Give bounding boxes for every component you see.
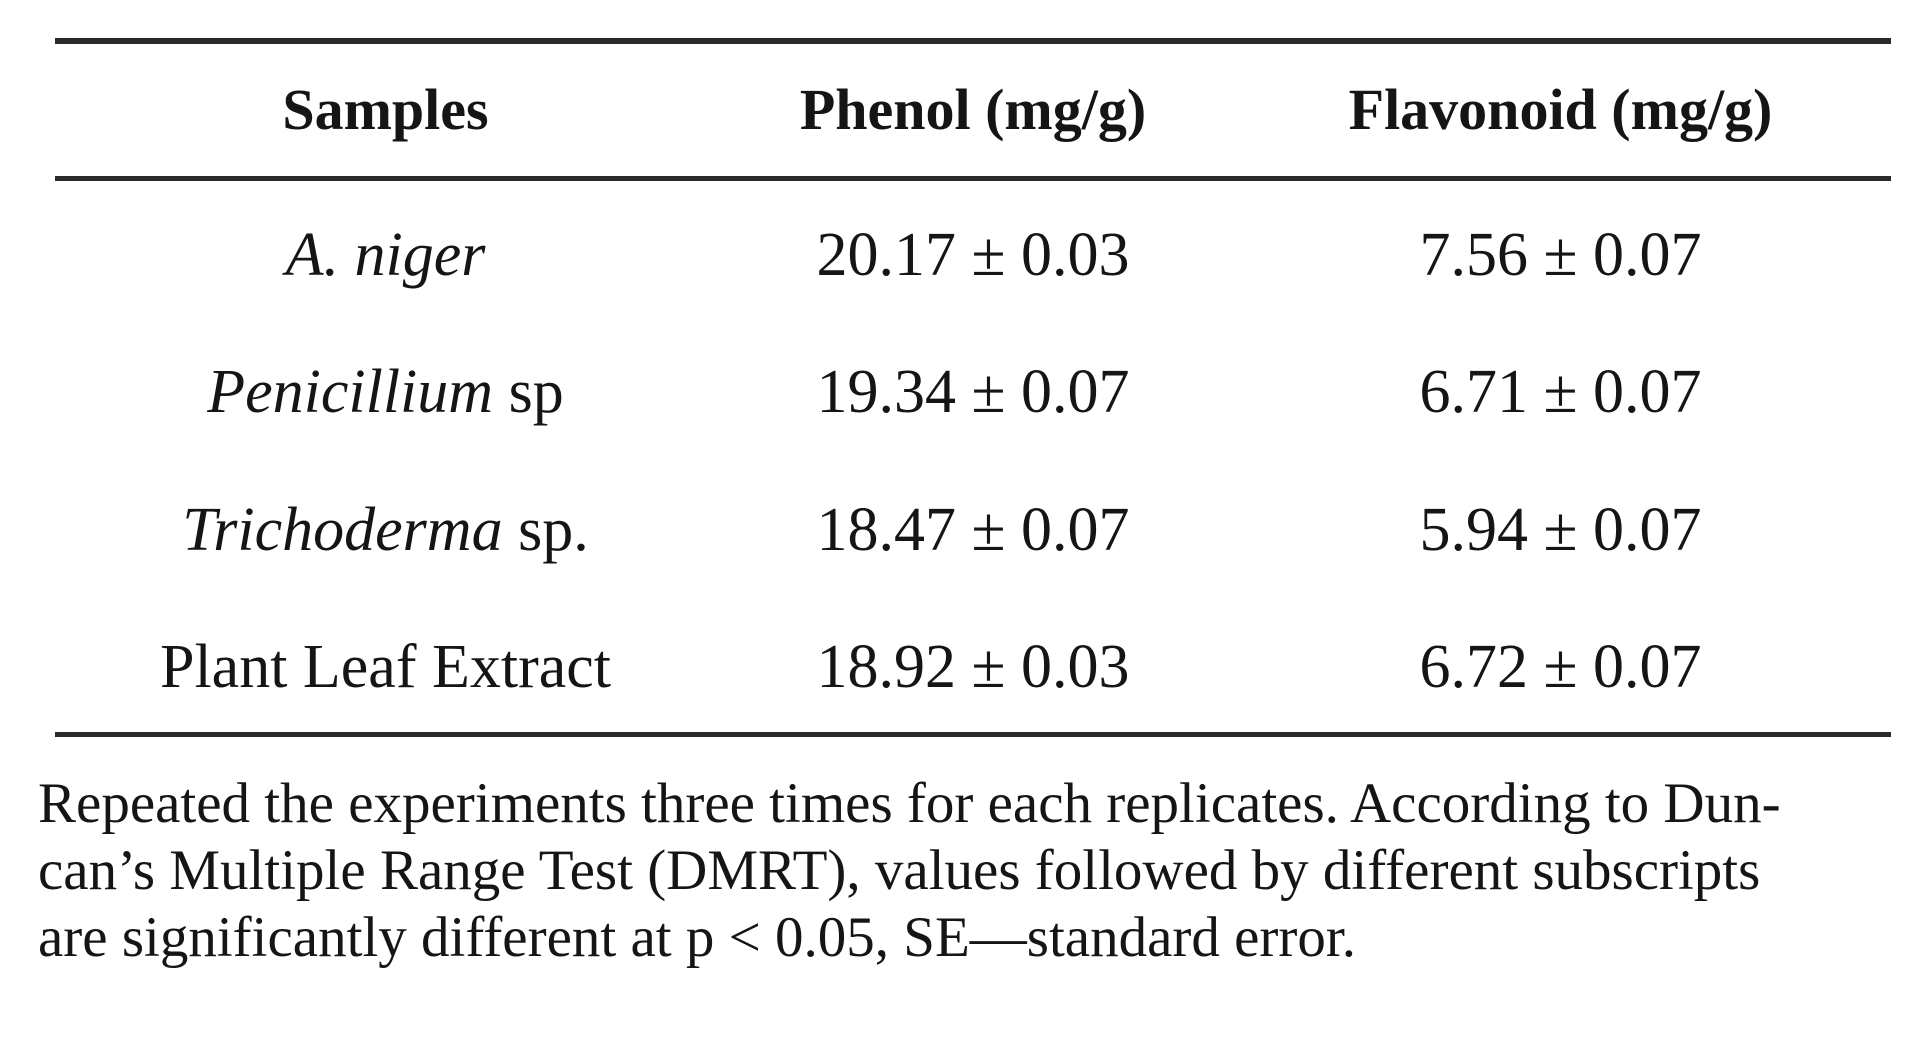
column-header-flavonoid: Flavonoid (mg/g) (1348, 77, 1773, 142)
footnote-line: Repeated the experiments three times for… (38, 772, 1781, 835)
flavonoid-value-cell: 5.94 ± 0.07 (1419, 496, 1702, 564)
sample-name-italic: Penicillium (207, 358, 494, 426)
flavonoid-value-cell: 7.56 ± 0.07 (1419, 221, 1702, 289)
phenol-value-cell: 20.17 ± 0.03 (816, 221, 1130, 289)
sample-name-italic: A. niger (285, 221, 486, 289)
table-row: Trichoderma sp. 18.47 ± 0.07 5.94 ± 0.07 (55, 494, 1891, 566)
column-header-samples: Samples (282, 77, 489, 142)
column-header-phenol: Phenol (mg/g) (799, 77, 1147, 142)
table-bottom-rule (55, 732, 1891, 737)
footnote-line: can’s Multiple Range Test (DMRT), values… (38, 839, 1761, 902)
table-header-row: Samples Phenol (mg/g) Flavonoid (mg/g) (55, 77, 1891, 143)
phenol-value-cell: 18.92 ± 0.03 (816, 633, 1130, 701)
sample-name-roman: Plant Leaf Extract (159, 633, 611, 701)
phenol-value-cell: 18.47 ± 0.07 (816, 496, 1130, 564)
sample-name-italic: Trichoderma (182, 496, 503, 564)
sample-name-cell: A. niger (55, 219, 716, 291)
table-row: Plant Leaf Extract 18.92 ± 0.03 6.72 ± 0… (55, 631, 1891, 703)
sample-name-cell: Trichoderma sp. (55, 494, 716, 566)
phenol-value-cell: 19.34 ± 0.07 (816, 358, 1130, 426)
sample-name-cell: Penicillium sp (55, 356, 716, 428)
flavonoid-value-cell: 6.72 ± 0.07 (1419, 633, 1702, 701)
table-top-rule (55, 38, 1891, 44)
sample-name-cell: Plant Leaf Extract (55, 631, 716, 703)
flavonoid-value-cell: 6.71 ± 0.07 (1419, 358, 1702, 426)
sample-name-roman: sp (493, 358, 564, 426)
table-row: Penicillium sp 19.34 ± 0.07 6.71 ± 0.07 (55, 356, 1891, 428)
sample-name-roman: sp. (502, 496, 589, 564)
table-footnote: Repeated the experiments three times for… (38, 770, 1903, 971)
footnote-line: are significantly different at p < 0.05,… (38, 906, 1356, 969)
table-row: A. niger 20.17 ± 0.03 7.56 ± 0.07 (55, 219, 1891, 291)
table-header-rule (55, 176, 1891, 181)
